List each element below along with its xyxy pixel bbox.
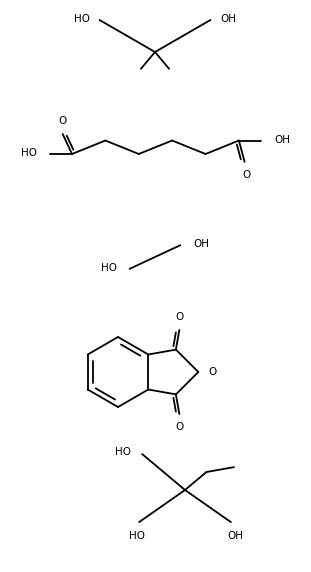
Text: HO: HO — [21, 148, 37, 158]
Text: O: O — [208, 367, 216, 377]
Text: OH: OH — [228, 531, 244, 541]
Text: O: O — [58, 116, 67, 126]
Text: HO: HO — [101, 263, 117, 273]
Text: O: O — [175, 422, 183, 432]
Text: OH: OH — [193, 239, 209, 249]
Text: HO: HO — [74, 14, 90, 24]
Text: HO: HO — [115, 447, 131, 457]
Text: HO: HO — [129, 531, 145, 541]
Text: OH: OH — [274, 134, 290, 145]
Text: OH: OH — [220, 14, 236, 24]
Text: O: O — [175, 312, 183, 322]
Text: O: O — [243, 170, 251, 180]
